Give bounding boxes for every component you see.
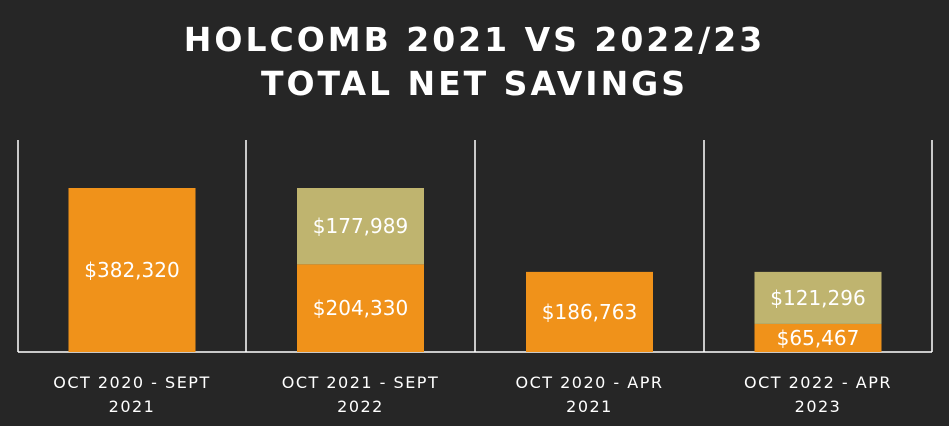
data-label-1-series-0: $204,330 (313, 296, 408, 320)
category-label-1-line-0: OCT 2021 - SEPT (282, 373, 439, 392)
category-label-2-line-1: 2021 (566, 397, 613, 416)
data-label-3-series-0: $65,467 (777, 326, 860, 350)
chart-title: HOLCOMB 2021 VS 2022/23 TOTAL NET SAVING… (0, 18, 949, 106)
category-label-3-line-0: OCT 2022 - APR (744, 373, 892, 392)
bar-1-series-1 (297, 188, 424, 265)
bar-3-series-1 (754, 271, 882, 324)
category-label-0-line-0: OCT 2020 - SEPT (53, 373, 210, 392)
category-label-3-line-1: 2023 (795, 397, 842, 416)
data-label-0-series-0: $382,320 (84, 258, 179, 282)
category-label-1-line-1: 2022 (337, 397, 384, 416)
bar-0-series-0 (68, 188, 196, 352)
chart-title-line-1: HOLCOMB 2021 VS 2022/23 (183, 20, 766, 59)
chart-title-line-2: TOTAL NET SAVINGS (260, 64, 689, 103)
data-label-2-series-0: $186,763 (542, 300, 637, 324)
bar-2-series-0 (526, 271, 653, 352)
data-label-1-series-1: $177,989 (313, 214, 408, 238)
data-label-3-series-1: $121,296 (770, 286, 865, 310)
category-label-0-line-1: 2021 (109, 397, 156, 416)
bar-3-series-0 (754, 323, 882, 352)
category-label-2-line-0: OCT 2020 - APR (516, 373, 664, 392)
bar-1-series-0 (297, 264, 424, 352)
